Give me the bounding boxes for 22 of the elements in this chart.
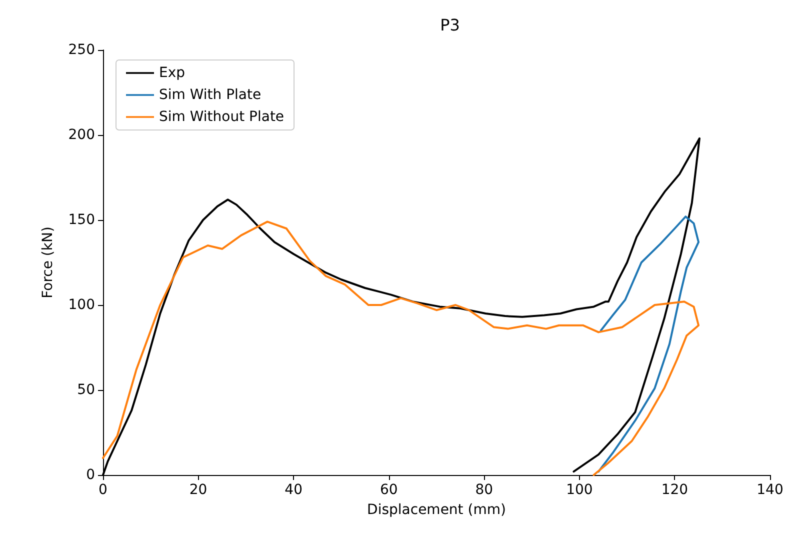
y-tick-label: 250: [68, 42, 95, 58]
x-axis-title: Displacement (mm): [367, 502, 506, 518]
x-tick-label: 100: [566, 482, 593, 498]
y-tick-label: 200: [68, 127, 95, 143]
x-tick-label: 0: [98, 482, 108, 498]
legend-label: Exp: [159, 65, 186, 81]
chart-title: P3: [440, 16, 460, 34]
y-axis-title: Force (kN): [40, 226, 56, 298]
x-tick-label: 40: [284, 482, 302, 498]
legend-label: Sim With Plate: [159, 87, 262, 103]
x-tick-label: 120: [661, 482, 688, 498]
x-tick-label: 20: [189, 482, 208, 498]
line-series: [597, 216, 700, 473]
line-series: [102, 220, 700, 476]
legend-label: Sim Without Plate: [159, 109, 284, 125]
y-tick-label: 50: [77, 382, 95, 398]
y-tick-label: 150: [68, 212, 95, 228]
x-tick-label: 80: [475, 482, 494, 498]
x-tick-label: 140: [756, 482, 784, 498]
y-tick-label: 0: [86, 467, 95, 483]
y-tick-label: 100: [68, 297, 95, 313]
x-tick-label: 60: [380, 482, 398, 498]
